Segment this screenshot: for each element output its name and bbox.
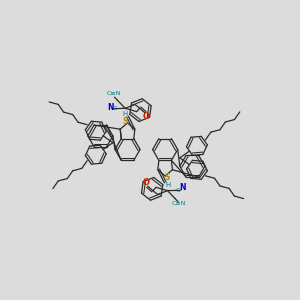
Text: C≡N: C≡N (106, 91, 121, 96)
Text: N: N (107, 103, 113, 112)
Text: C: C (113, 106, 118, 111)
Text: C: C (175, 188, 180, 193)
Text: S: S (123, 117, 128, 126)
Text: O: O (143, 112, 150, 121)
Text: N: N (179, 183, 186, 192)
Text: O: O (142, 178, 150, 187)
Text: S: S (165, 172, 170, 182)
Text: H: H (122, 111, 128, 117)
Text: C≡N: C≡N (172, 201, 187, 206)
Text: H: H (165, 182, 170, 188)
